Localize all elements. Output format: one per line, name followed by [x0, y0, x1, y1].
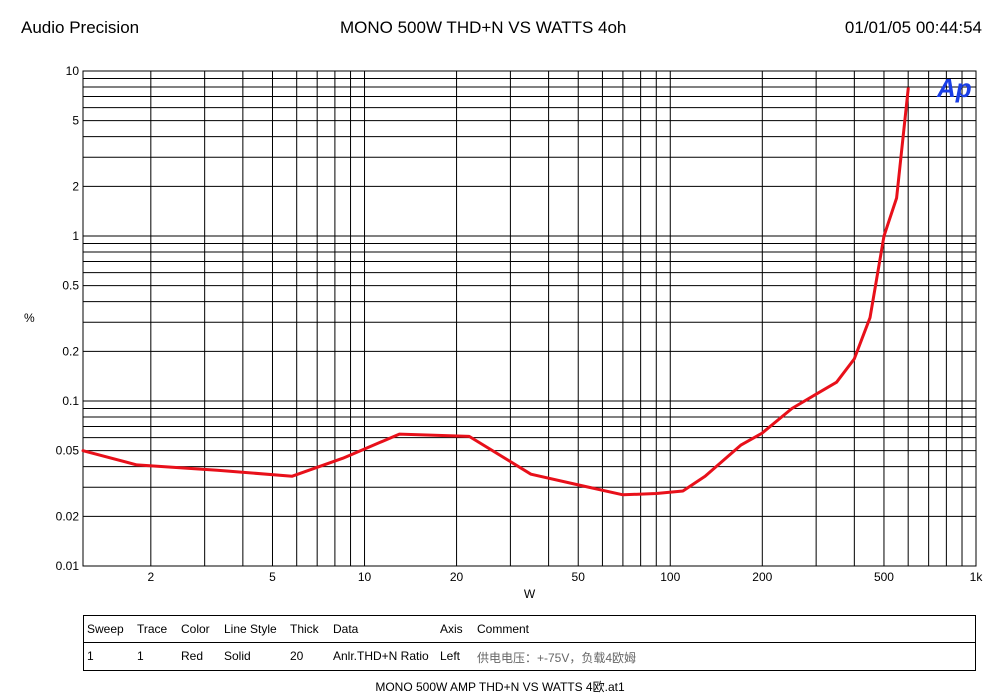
- chart-title: MONO 500W THD+N VS WATTS 4oh: [340, 18, 627, 37]
- x-axis-label: W: [524, 587, 536, 601]
- chart-area: 2 5 10 20 50 100 200 500 1k 0.010.020.050.10.20.…: [24, 64, 983, 601]
- plot-frame: [82, 70, 977, 567]
- legend-header-row: Sweep Trace Color Line Style Thick Data …: [84, 616, 975, 643]
- legend-cell-data: Anlr.THD+N Ratio: [333, 649, 429, 663]
- legend-header-data: Data: [333, 622, 359, 636]
- y-tick-label: 0.01: [56, 559, 80, 573]
- y-tick-label: 0.2: [62, 344, 79, 358]
- legend-table: Sweep Trace Color Line Style Thick Data …: [83, 615, 976, 671]
- legend-header-sweep: Sweep: [87, 622, 124, 636]
- x-tick-label: 200: [752, 570, 772, 584]
- legend-cell-trace: 1: [137, 649, 144, 663]
- y-tick-label: 5: [72, 114, 79, 128]
- header-left-title: Audio Precision: [21, 18, 140, 37]
- x-tick-labels: 2 5 10 20 50 100 200 500 1k: [147, 570, 983, 584]
- series-line: [81, 87, 910, 497]
- x-tick-label: 100: [660, 570, 680, 584]
- y-tick-label: 0.5: [62, 279, 79, 293]
- legend-header-trace: Trace: [137, 622, 168, 636]
- legend-cell-axis: Left: [440, 649, 461, 663]
- x-tick-label: 5: [269, 570, 276, 584]
- legend-cell-sweep: 1: [87, 649, 94, 663]
- x-tick-label: 1k: [970, 570, 984, 584]
- ap-logo: Ap: [936, 73, 972, 103]
- x-tick-label: 20: [450, 570, 464, 584]
- series-layer: [81, 87, 910, 497]
- y-tick-labels: 0.01 0.02 0.05 0.1 0.2 0.5 1 2 5 10: [56, 64, 80, 573]
- header-timestamp: 01/01/05 00:44:54: [844, 18, 982, 37]
- legend-header-comment: Comment: [477, 622, 530, 636]
- file-name-footer: MONO 500W AMP THD+N VS WATTS 4欧.at1: [375, 680, 625, 694]
- y-axis-label: %: [24, 311, 35, 325]
- y-tick-label: 10: [66, 64, 80, 78]
- x-tick-label: 50: [572, 570, 586, 584]
- y-tick-label: 0.02: [56, 509, 80, 523]
- legend-header-line-style: Line Style: [224, 622, 277, 636]
- x-tick-label: 500: [874, 570, 894, 584]
- legend-cell-thick: 20: [290, 649, 304, 663]
- y-tick-label: 0.1: [62, 394, 79, 408]
- chart-grid: [83, 70, 977, 567]
- y-tick-label: 1: [72, 229, 79, 243]
- y-tick-label: 0.05: [56, 444, 80, 458]
- legend-cell-comment: 供电电压：+-75V，负载4欧姆: [477, 651, 637, 665]
- legend-header-thick: Thick: [290, 622, 319, 636]
- legend-header-color: Color: [181, 622, 210, 636]
- y-tick-label: 2: [72, 179, 79, 193]
- x-tick-label: 10: [358, 570, 372, 584]
- legend-header-axis: Axis: [440, 622, 463, 636]
- legend-cell-line-style: Solid: [224, 649, 251, 663]
- x-tick-label: 2: [147, 570, 154, 584]
- legend-data-row: 1 1 Red Solid 20 Anlr.THD+N Ratio Left 供…: [84, 643, 975, 669]
- legend-cell-color: Red: [181, 649, 204, 663]
